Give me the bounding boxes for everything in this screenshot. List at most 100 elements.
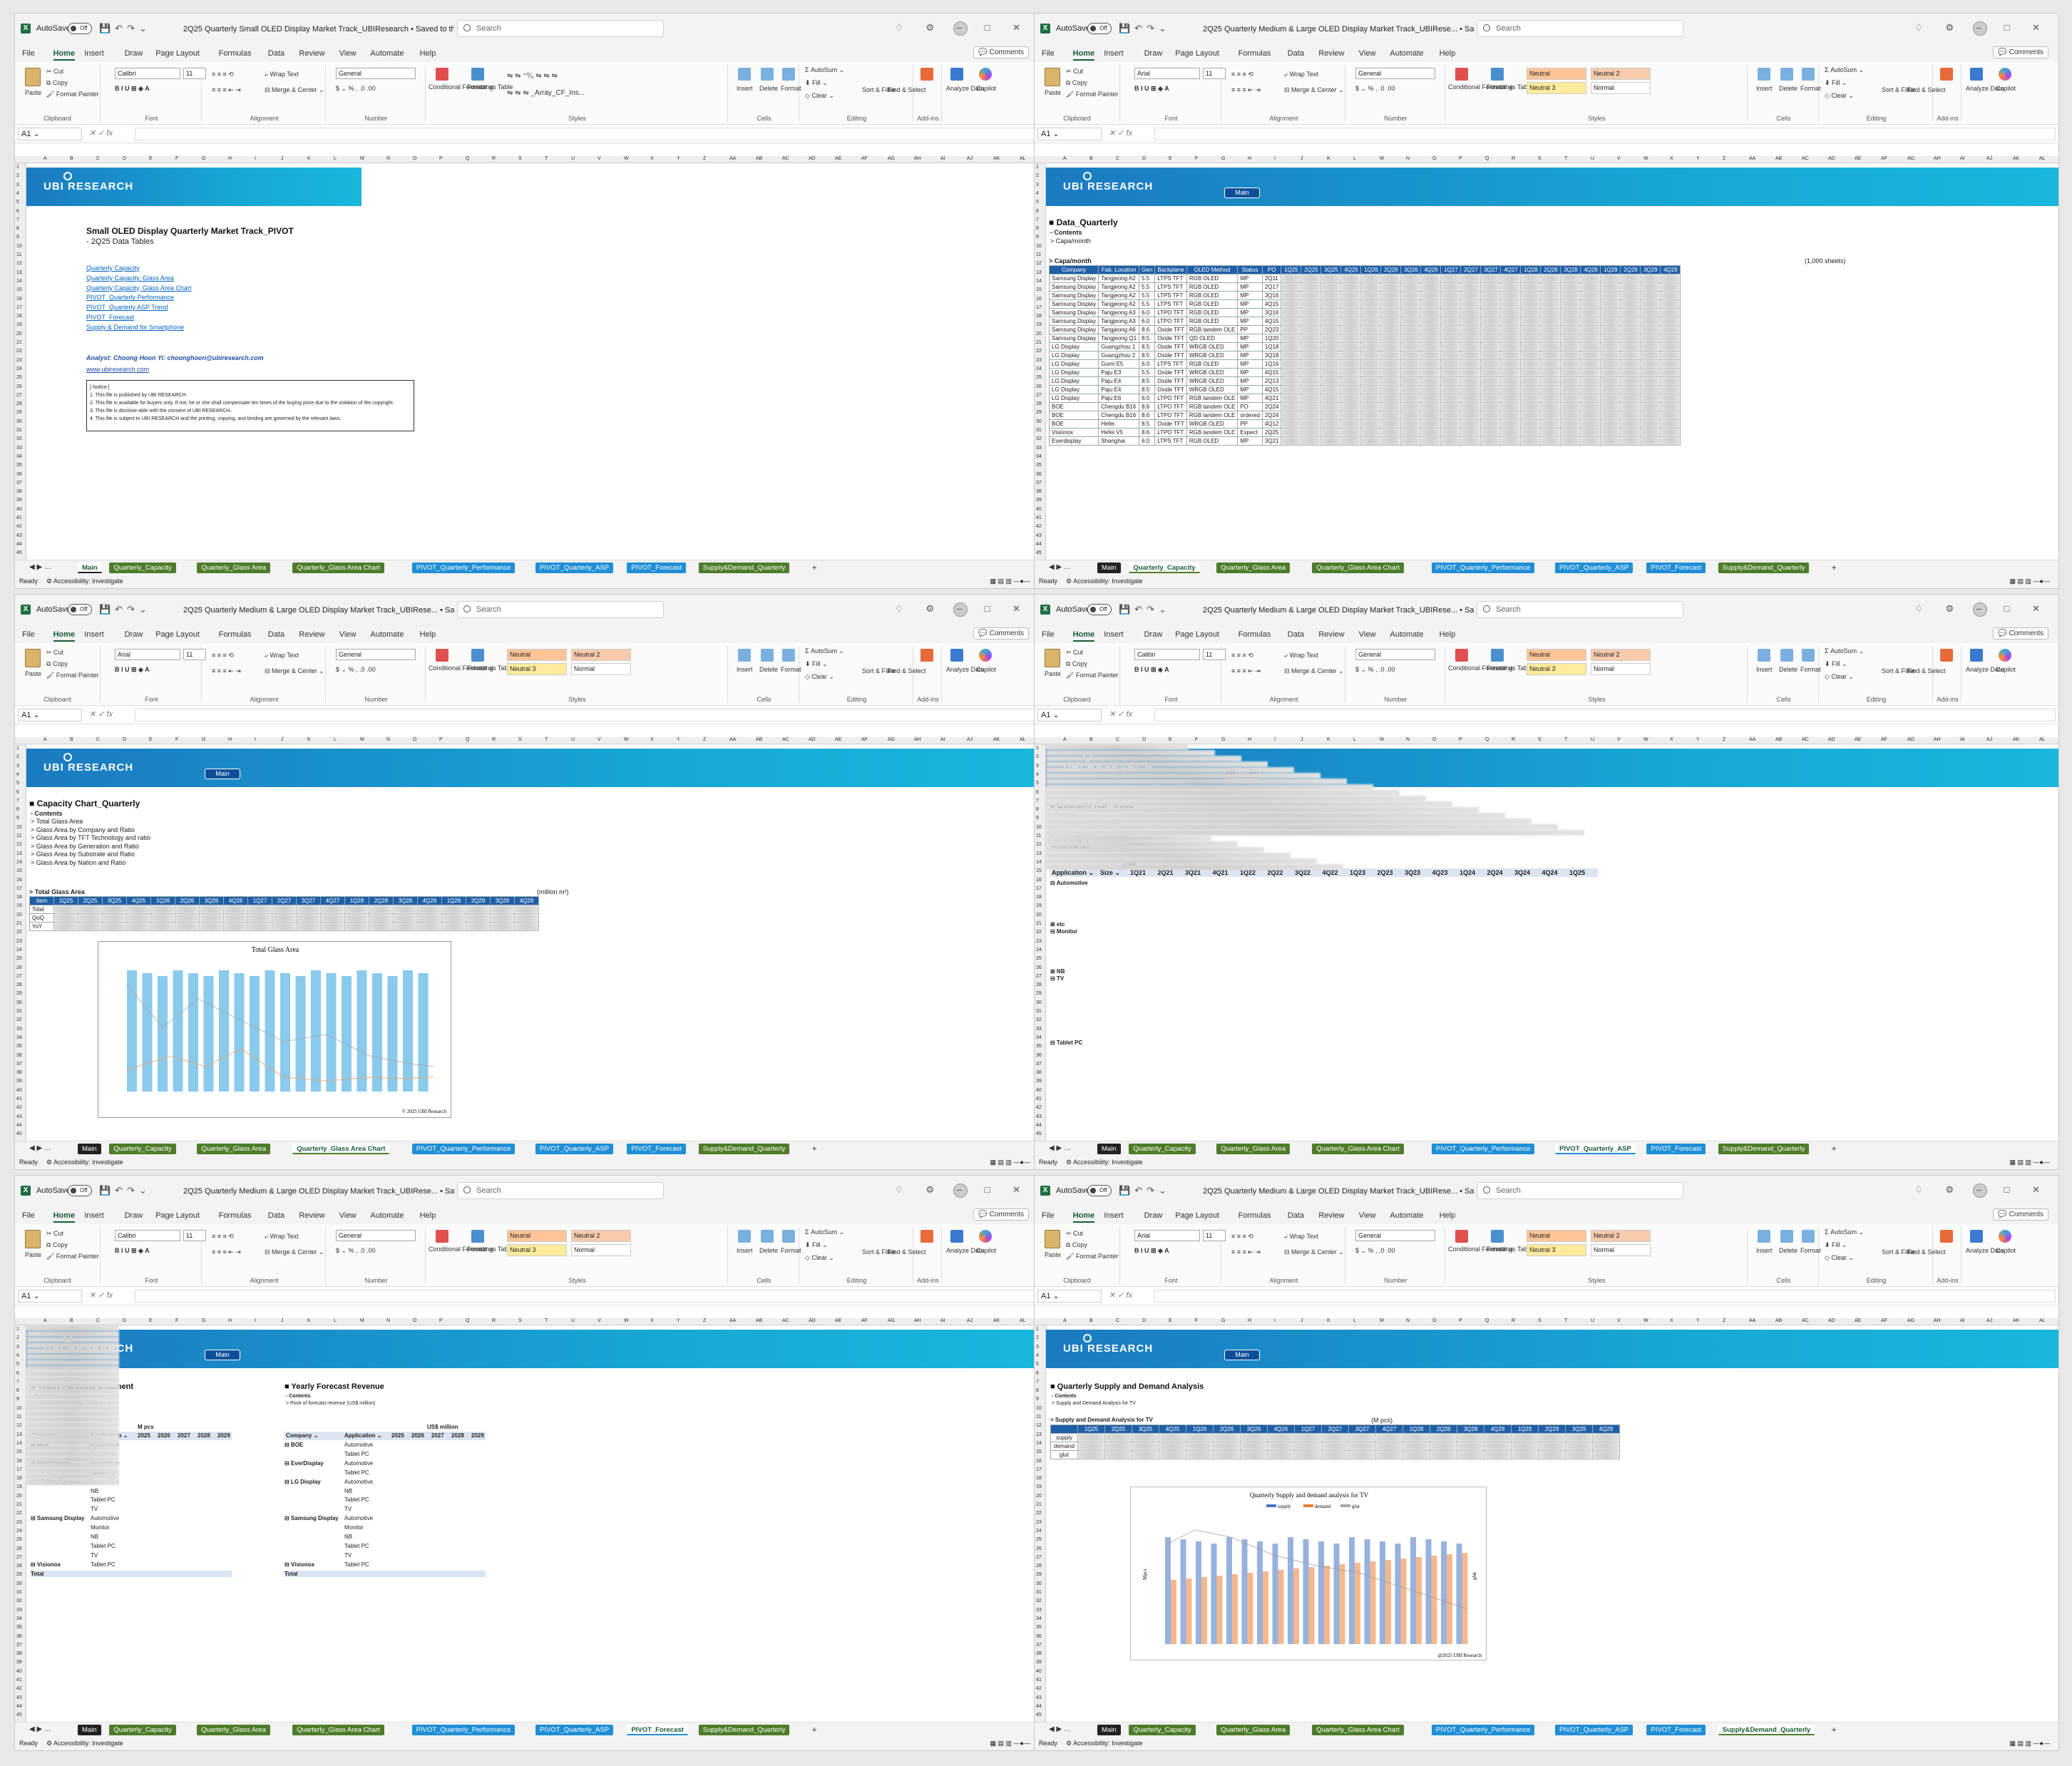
row-header[interactable]: 33 <box>16 445 22 451</box>
row-header[interactable]: 10 <box>16 824 22 830</box>
clear-button[interactable]: ◇ Clear ⌄ <box>1825 673 1854 680</box>
blurred-value-cell[interactable] <box>1600 394 1621 403</box>
number-buttons[interactable]: $ ⌄ % , .0 .00 <box>336 1247 376 1254</box>
window-controls[interactable]: ♢ ⚙ – □ ✕ <box>1914 1184 2050 1195</box>
blurred-value-cell[interactable] <box>1400 428 1422 437</box>
table-cell[interactable]: Tangjeong A2 <box>1098 274 1140 283</box>
blurred-value-cell[interactable] <box>320 922 345 931</box>
blurred-value-cell[interactable] <box>1640 291 1661 300</box>
paste-button[interactable]: Paste <box>25 89 42 96</box>
blurred-value-cell[interactable] <box>78 905 103 914</box>
table-cell[interactable]: LG Display <box>1048 359 1099 369</box>
blurred-value-cell[interactable] <box>1159 1450 1186 1459</box>
row-header[interactable]: 9 <box>1036 816 1039 821</box>
row-header[interactable]: 29 <box>16 1572 22 1578</box>
column-header[interactable]: F <box>1195 156 1199 161</box>
blurred-value-cell[interactable] <box>1560 308 1581 317</box>
row-header[interactable]: 5 <box>1036 781 1039 786</box>
row-header[interactable]: 11 <box>16 1415 22 1420</box>
add-sheet-button[interactable]: + <box>811 563 817 573</box>
table-cell[interactable]: WRGB OLED <box>1186 342 1238 351</box>
autosave-toggle[interactable]: Off <box>68 1185 92 1196</box>
table-cell[interactable]: MP <box>1237 376 1263 386</box>
menu-tab-file[interactable]: File <box>1042 630 1055 639</box>
style-gallery-2[interactable]: ⇋ ⇋ ⇋ _Array_CF_Ins... <box>507 89 585 97</box>
column-header-cell[interactable]: 4Q29 <box>514 896 539 905</box>
column-header[interactable]: H <box>228 1318 232 1323</box>
row-header[interactable]: 16 <box>16 877 22 883</box>
table-cell[interactable]: 2Q23 <box>1261 325 1282 334</box>
blurred-value-cell[interactable] <box>1592 1442 1620 1451</box>
blurred-value-cell[interactable] <box>1540 342 1561 351</box>
table-cell[interactable]: Tangjeong A3 <box>1098 308 1140 317</box>
accessibility-status[interactable]: ⚙ Accessibility: Investigate <box>46 1740 123 1747</box>
blurred-value-cell[interactable] <box>1281 317 1302 326</box>
blurred-value-cell[interactable] <box>1500 291 1522 300</box>
table-cell[interactable]: MP <box>1237 342 1263 351</box>
sheet-tab-supply-demand-quarterly[interactable]: Supply&Demand_Quarterly <box>698 1144 790 1154</box>
copilot-button[interactable]: Copilot <box>1996 1247 2016 1254</box>
table-cell[interactable]: RGB tandem OLE <box>1186 325 1238 334</box>
column-header[interactable]: T <box>545 737 548 742</box>
comments-button[interactable]: 💬 Comments <box>973 46 1029 58</box>
blurred-value-cell[interactable] <box>1077 1442 1105 1451</box>
column-header[interactable]: W <box>1643 156 1648 161</box>
column-header[interactable]: AE <box>1855 737 1862 742</box>
blurred-value-cell[interactable] <box>1281 291 1302 300</box>
blurred-value-cell[interactable] <box>1560 385 1581 394</box>
name-box[interactable]: A1 ⌄ <box>18 709 82 722</box>
copilot-icon[interactable] <box>1999 649 2011 662</box>
column-header-cell[interactable]: 1Q25 <box>53 896 78 905</box>
blurred-value-cell[interactable] <box>1460 385 1482 394</box>
blurred-value-cell[interactable] <box>1460 334 1482 343</box>
row-header[interactable]: 14 <box>16 1440 22 1446</box>
conditional-formatting-icon[interactable] <box>436 649 448 662</box>
blurred-value-cell[interactable] <box>1560 334 1581 343</box>
row-header[interactable]: 6 <box>16 789 19 795</box>
blurred-value-cell[interactable] <box>1440 334 1462 343</box>
column-header[interactable]: S <box>518 737 522 742</box>
blurred-value-cell[interactable] <box>490 913 515 923</box>
row-header[interactable]: 23 <box>1036 938 1042 944</box>
pivot-company[interactable]: ⊟ EverDisplay <box>284 1459 324 1467</box>
column-header[interactable]: D <box>123 737 127 742</box>
column-header[interactable]: N <box>1406 156 1410 161</box>
blurred-value-cell[interactable] <box>1580 325 1601 334</box>
column-header[interactable]: V <box>1617 1318 1621 1323</box>
column-header[interactable]: AF <box>1881 737 1887 742</box>
blurred-value-cell[interactable] <box>1560 299 1581 309</box>
blurred-value-cell[interactable] <box>1600 411 1621 420</box>
sort-filter-button[interactable]: Sort & Filter <box>862 1248 896 1256</box>
blurred-value-cell[interactable] <box>1420 359 1442 369</box>
menu-tab-view[interactable]: View <box>339 630 357 639</box>
format-table-button[interactable]: Format as Table <box>1487 664 1533 672</box>
row-header[interactable]: 16 <box>16 1458 22 1464</box>
blurred-value-cell[interactable] <box>1400 376 1422 386</box>
search-box[interactable]: Search <box>457 1182 664 1199</box>
blurred-value-cell[interactable] <box>1540 368 1561 377</box>
style-neutral-3[interactable]: Neutral 3 <box>1527 82 1586 94</box>
row-header[interactable]: 42 <box>16 1686 22 1692</box>
column-header[interactable]: AI <box>940 156 945 161</box>
blurred-value-cell[interactable] <box>1660 376 1681 386</box>
column-header[interactable]: S <box>518 156 522 161</box>
row-header[interactable]: 21 <box>16 1502 22 1507</box>
blurred-value-cell[interactable] <box>1430 1450 1457 1459</box>
row-header[interactable]: 14 <box>1036 1440 1042 1446</box>
table-cell[interactable]: LTPS TFT <box>1154 299 1187 309</box>
format-table-button[interactable]: Format as Table <box>1487 83 1533 91</box>
sheet-tab-quarterly-capacity[interactable]: Quarterly_Capacity <box>1129 563 1200 573</box>
row-header[interactable]: 20 <box>1036 912 1042 918</box>
table-cell[interactable]: Tangjeong Q1 <box>1098 334 1140 343</box>
table-cell[interactable]: LG Display <box>1048 342 1099 351</box>
blurred-value-cell[interactable] <box>53 913 78 923</box>
row-header[interactable]: 8 <box>16 226 19 232</box>
column-header[interactable]: Q <box>1485 737 1489 742</box>
sheet-grid[interactable]: UBI RESEARCH Main ■ Quarterly Supply and D… <box>1046 1325 2058 1722</box>
row-header[interactable]: 5 <box>1036 1362 1039 1367</box>
table-cell[interactable]: Oxide TFT <box>1154 325 1187 334</box>
format-button[interactable]: Format <box>781 666 801 673</box>
table-cell[interactable]: PO <box>1237 402 1263 411</box>
row-header[interactable]: 1 <box>16 746 19 751</box>
blurred-value-cell[interactable] <box>1360 376 1382 386</box>
